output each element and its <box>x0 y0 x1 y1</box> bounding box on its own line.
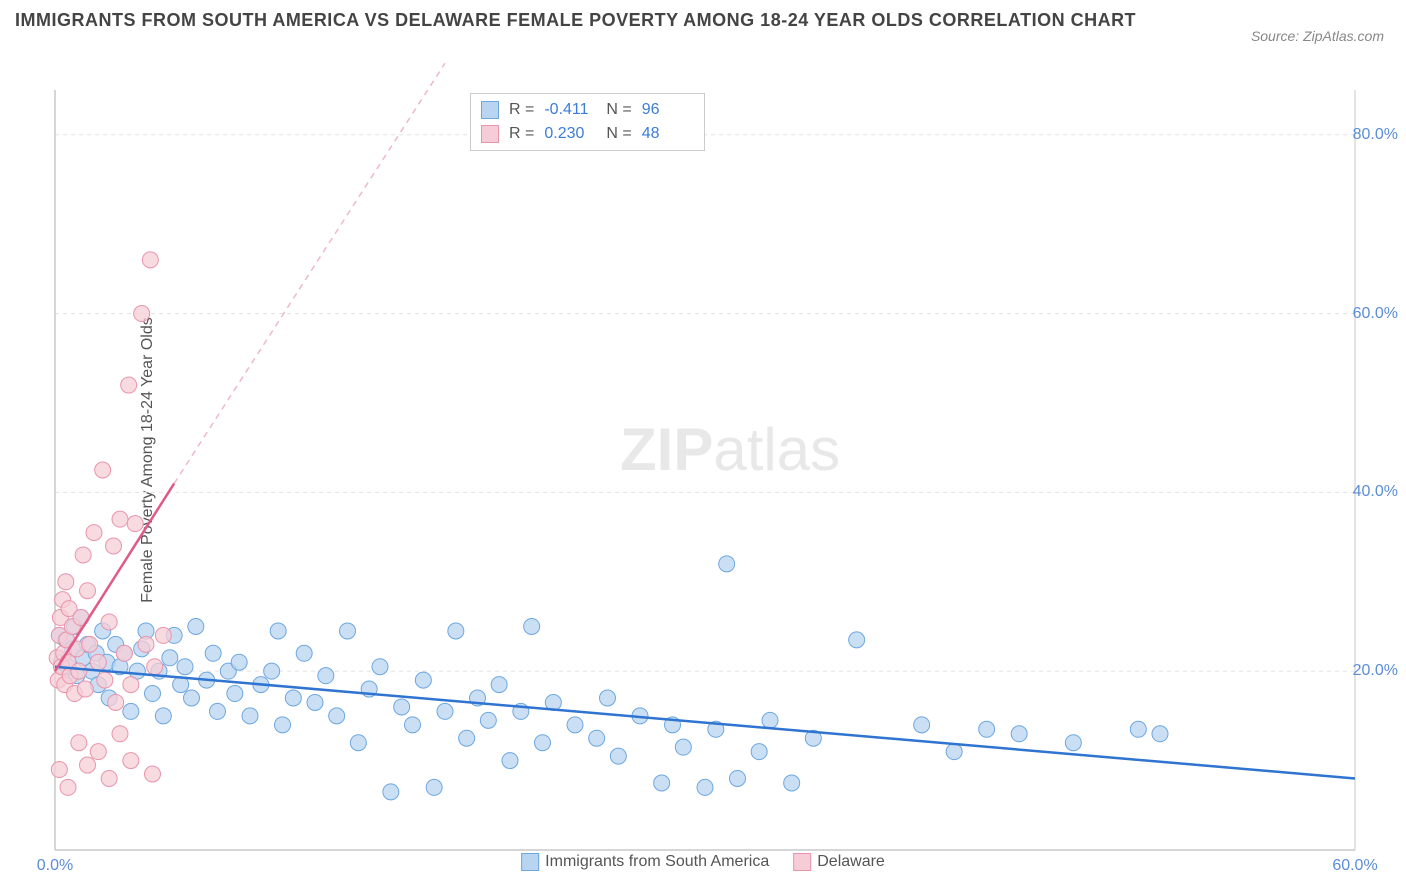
source-attribution: Source: ZipAtlas.com <box>1251 28 1384 44</box>
legend-swatch-1 <box>793 853 811 871</box>
r-label: R = <box>509 125 534 143</box>
legend-item-1: Delaware <box>793 853 885 871</box>
legend-swatch-0 <box>521 853 539 871</box>
swatch-series-1 <box>481 125 499 143</box>
legend-item-0: Immigrants from South America <box>521 853 769 871</box>
y-tick: 40.0% <box>1353 483 1398 501</box>
r-value-1: 0.230 <box>544 125 596 143</box>
legend-label-0: Immigrants from South America <box>545 853 769 871</box>
scatter-plot <box>0 45 1406 875</box>
x-tick: 0.0% <box>37 857 73 875</box>
n-label: N = <box>606 101 631 119</box>
legend-label-1: Delaware <box>817 853 885 871</box>
x-tick: 60.0% <box>1332 857 1377 875</box>
stats-row-series-0: R = -0.411 N = 96 <box>481 98 694 122</box>
r-label: R = <box>509 101 534 119</box>
n-value-0: 96 <box>642 101 694 119</box>
chart-container: Female Poverty Among 18-24 Year Olds ZIP… <box>0 45 1406 875</box>
n-label: N = <box>606 125 631 143</box>
n-value-1: 48 <box>642 125 694 143</box>
swatch-series-0 <box>481 101 499 119</box>
chart-title: IMMIGRANTS FROM SOUTH AMERICA VS DELAWAR… <box>15 10 1136 31</box>
y-tick: 80.0% <box>1353 126 1398 144</box>
x-axis-legend: Immigrants from South America Delaware <box>521 853 885 871</box>
r-value-0: -0.411 <box>544 101 596 119</box>
stats-row-series-1: R = 0.230 N = 48 <box>481 122 694 146</box>
y-tick: 60.0% <box>1353 305 1398 323</box>
y-tick: 20.0% <box>1353 662 1398 680</box>
correlation-stats-box: R = -0.411 N = 96 R = 0.230 N = 48 <box>470 93 705 151</box>
